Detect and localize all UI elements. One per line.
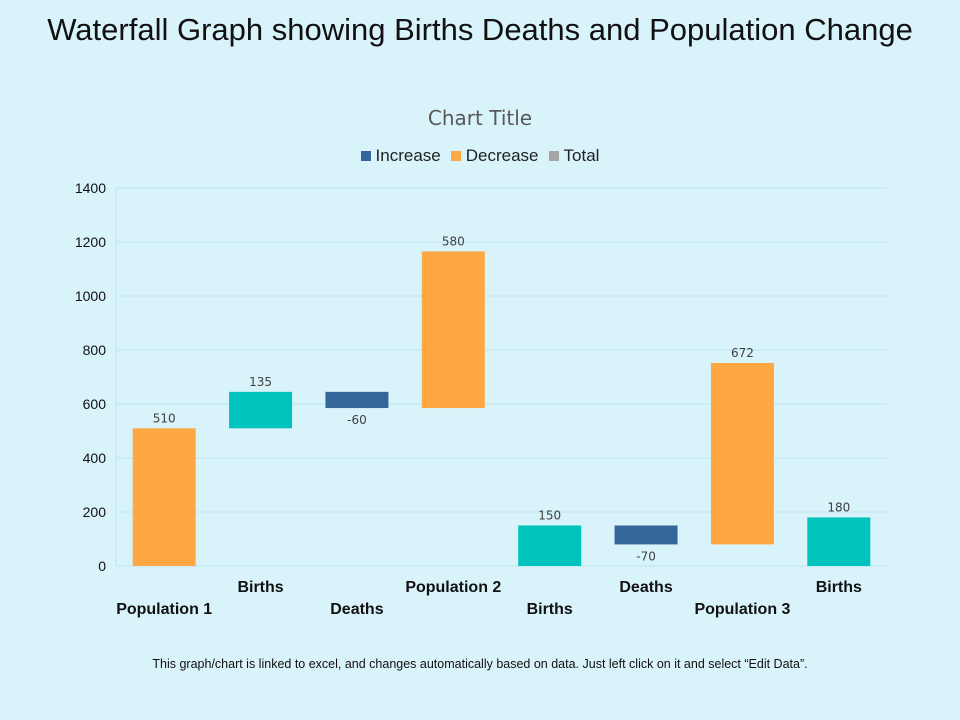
bar-value-label: 580 — [442, 234, 465, 248]
y-tick-label: 400 — [83, 450, 107, 466]
x-category-label: Population 2 — [405, 579, 501, 596]
y-tick-label: 800 — [83, 342, 107, 358]
bar-births — [229, 391, 293, 429]
bar-births — [807, 517, 871, 566]
y-tick-label: 1400 — [75, 180, 106, 196]
legend-label-decrease: Decrease — [465, 146, 539, 165]
legend-label-increase: Increase — [375, 146, 441, 165]
x-category-label: Births — [816, 579, 862, 596]
y-tick-label: 200 — [83, 504, 107, 520]
y-tick-label: 0 — [98, 558, 106, 574]
x-category-label: Deaths — [330, 601, 383, 618]
slide-title: Waterfall Graph showing Births Deaths an… — [47, 12, 913, 47]
y-tick-label: 600 — [83, 396, 107, 412]
bar-value-label: 135 — [249, 375, 272, 389]
x-category-label: Births — [237, 579, 283, 596]
bar-value-label: 180 — [827, 500, 850, 514]
y-tick-label: 1000 — [75, 288, 106, 304]
bar-value-label: -60 — [347, 413, 367, 427]
chart-title: Chart Title — [427, 106, 533, 130]
legend-item-total: Total — [548, 146, 600, 166]
y-tick-label: 1200 — [75, 234, 106, 250]
bar-deaths — [325, 391, 389, 409]
footnote: This graph/chart is linked to excel, and… — [152, 657, 808, 671]
bar-value-label: 150 — [538, 509, 561, 523]
legend-swatch-total — [548, 151, 559, 161]
legend-swatch-increase — [360, 151, 371, 161]
legend-item-decrease: Decrease — [450, 146, 539, 166]
chart-legend: Increase Decrease Total — [0, 146, 960, 166]
bar-value-label: -70 — [636, 549, 656, 563]
bar-value-label: 510 — [153, 411, 176, 425]
bar-deaths — [614, 525, 678, 545]
bar-population — [421, 251, 485, 409]
x-category-label: Population 1 — [116, 601, 212, 618]
legend-item-increase: Increase — [360, 146, 441, 166]
bar-births — [518, 525, 582, 566]
x-category-label: Population 3 — [694, 601, 790, 618]
bar-population — [710, 362, 774, 545]
bar-population — [132, 428, 196, 566]
legend-swatch-decrease — [450, 151, 461, 161]
legend-label-total: Total — [563, 146, 600, 165]
x-category-label: Deaths — [619, 579, 672, 596]
x-category-label: Births — [527, 601, 573, 618]
bar-value-label: 672 — [731, 346, 754, 360]
